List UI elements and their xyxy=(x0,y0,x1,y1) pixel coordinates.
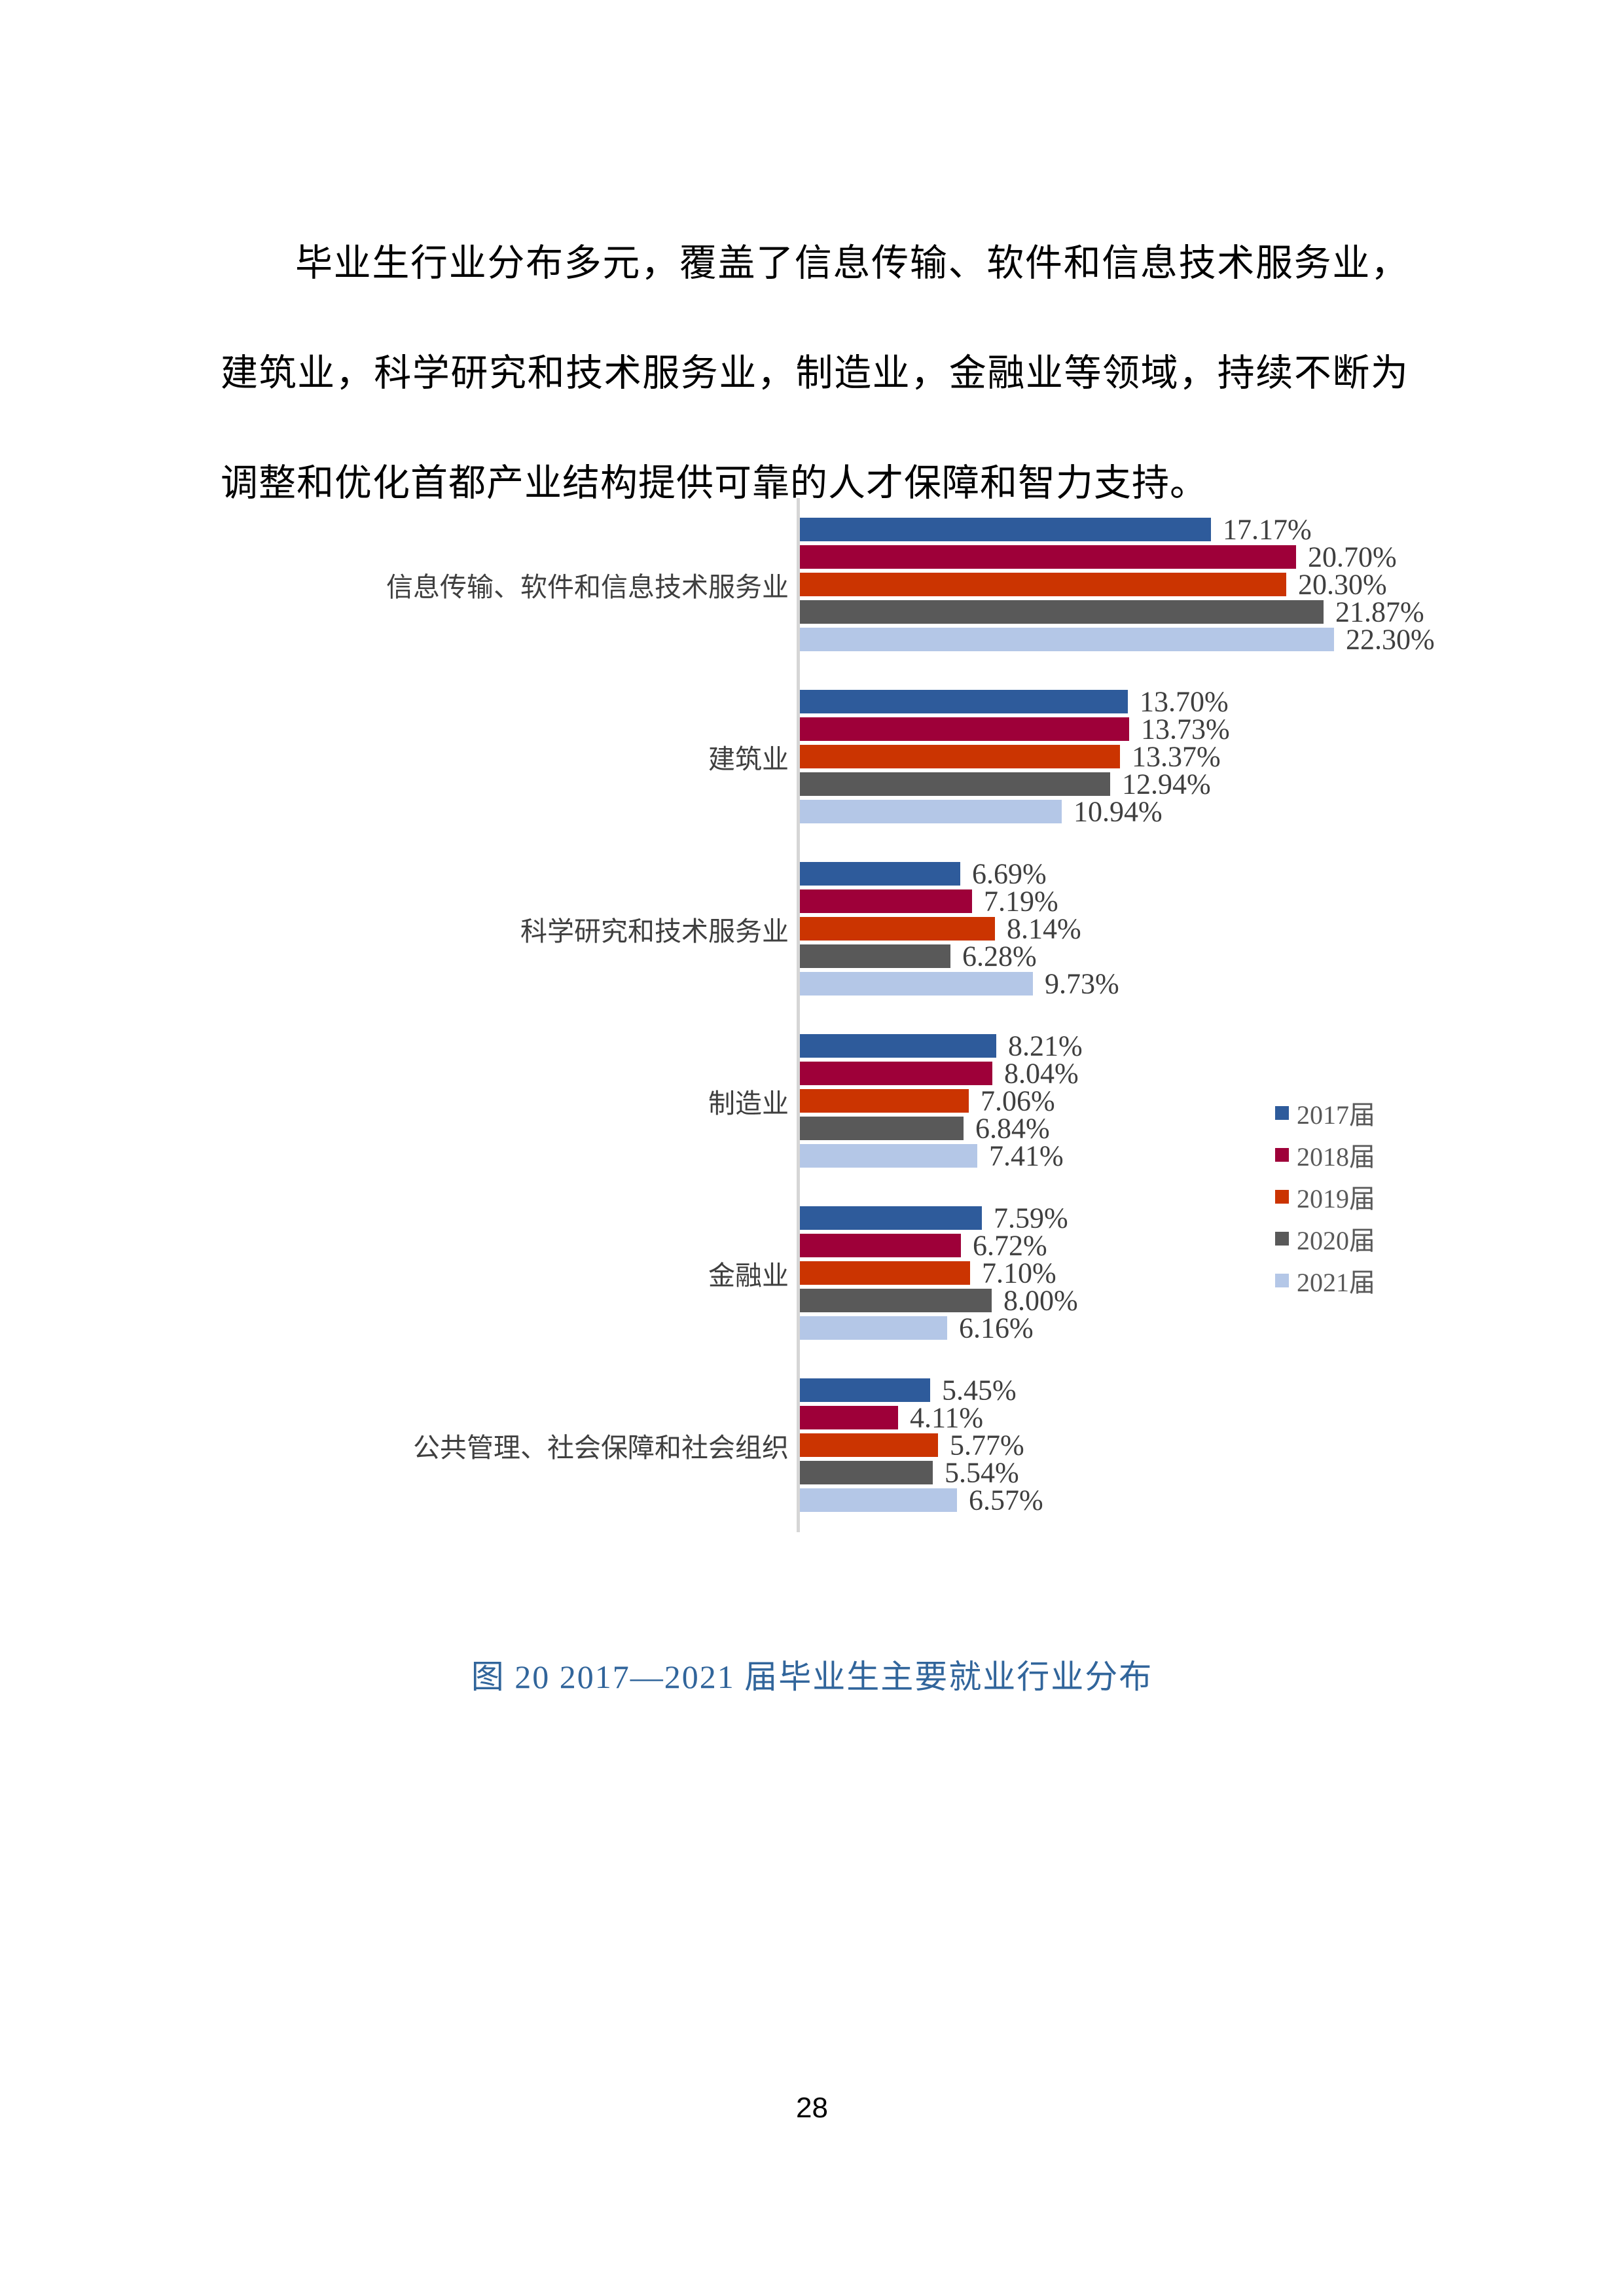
bar xyxy=(800,745,1120,768)
bar xyxy=(800,518,1211,541)
bar-value-label: 13.70% xyxy=(1140,685,1229,718)
bar-value-label: 20.30% xyxy=(1298,568,1387,601)
category-label: 建筑业 xyxy=(708,744,789,774)
legend-label: 2020届 xyxy=(1297,1226,1375,1255)
bar xyxy=(800,772,1110,796)
legend-item: 2019届 xyxy=(1275,1182,1375,1213)
bar xyxy=(800,628,1334,651)
bar-value-label: 5.45% xyxy=(942,1374,1017,1407)
legend-item: 2020届 xyxy=(1275,1224,1375,1255)
bar-value-label: 7.19% xyxy=(984,885,1058,918)
bar xyxy=(800,944,950,968)
bar-value-label: 8.00% xyxy=(1003,1284,1078,1317)
category-axis-line xyxy=(797,498,800,1532)
bar xyxy=(800,1261,970,1285)
category-label: 制造业 xyxy=(708,1088,789,1119)
legend-swatch xyxy=(1275,1105,1289,1120)
bar xyxy=(800,1089,969,1113)
category-label: 科学研究和技术服务业 xyxy=(520,916,789,946)
bar xyxy=(800,1461,933,1484)
bar-value-label: 22.30% xyxy=(1346,623,1435,656)
bar xyxy=(800,1144,977,1168)
bar xyxy=(800,1433,938,1457)
bar xyxy=(800,690,1128,713)
bar-value-label: 4.11% xyxy=(910,1401,984,1434)
bar xyxy=(800,800,1062,823)
body-paragraph: 毕业生行业分布多元，覆盖了信息传输、软件和信息技术服务业，建筑业，科学研究和技术… xyxy=(221,243,1409,504)
bar-value-label: 20.70% xyxy=(1308,541,1397,573)
bar-value-label: 8.04% xyxy=(1004,1057,1079,1090)
bar-value-label: 12.94% xyxy=(1122,768,1211,800)
bar-value-label: 7.10% xyxy=(982,1257,1056,1289)
legend-item: 2021届 xyxy=(1275,1266,1375,1297)
bar xyxy=(800,573,1286,596)
bar xyxy=(800,1488,957,1512)
bar xyxy=(800,717,1129,741)
bar xyxy=(800,889,972,913)
bar-value-label: 5.54% xyxy=(945,1456,1019,1489)
bar xyxy=(800,1206,982,1230)
figure-caption: 图 20 2017—2021 届毕业生主要就业行业分布 xyxy=(471,1659,1153,1695)
bar xyxy=(800,545,1296,569)
legend-swatch xyxy=(1275,1189,1289,1204)
bar xyxy=(800,1034,996,1058)
chart-legend: 2017届 2018届 2019届 2020届 2021届 xyxy=(1275,1098,1375,1308)
page-number: 28 xyxy=(796,2092,828,2124)
bar xyxy=(800,1062,992,1085)
bar-chart: 信息传输、软件和信息技术服务业 17.17% 20.70% 20.30% 21.87% 2… xyxy=(386,498,1435,1532)
bar xyxy=(800,600,1324,624)
bar-value-label: 8.21% xyxy=(1008,1030,1083,1062)
bar-value-label: 21.87% xyxy=(1335,596,1424,628)
bar-value-label: 13.73% xyxy=(1141,713,1230,745)
bar-value-label: 7.41% xyxy=(989,1139,1064,1172)
bar xyxy=(800,1406,898,1429)
bar-value-label: 17.17% xyxy=(1223,513,1312,546)
bar-value-label: 6.28% xyxy=(962,940,1037,973)
bar xyxy=(800,917,995,941)
legend-swatch xyxy=(1275,1147,1289,1162)
legend-item: 2017届 xyxy=(1275,1098,1375,1130)
bar-value-label: 6.69% xyxy=(972,857,1047,890)
bar-value-label: 6.57% xyxy=(969,1484,1043,1516)
bar xyxy=(800,1378,930,1402)
legend-label: 2019届 xyxy=(1297,1184,1375,1213)
bar xyxy=(800,972,1033,996)
bar-value-label: 6.84% xyxy=(975,1112,1050,1145)
bar-value-label: 6.16% xyxy=(959,1312,1034,1344)
bar xyxy=(800,862,960,886)
bar-value-label: 5.77% xyxy=(950,1429,1024,1462)
bar xyxy=(800,1117,964,1140)
bar xyxy=(800,1234,961,1257)
bar-value-label: 8.14% xyxy=(1007,912,1081,945)
legend-swatch xyxy=(1275,1273,1289,1287)
legend-swatch xyxy=(1275,1231,1289,1246)
bar-value-label: 7.06% xyxy=(981,1085,1055,1117)
bar xyxy=(800,1316,947,1340)
legend-item: 2018届 xyxy=(1275,1140,1375,1172)
category-label: 公共管理、社会保障和社会组织 xyxy=(413,1432,789,1463)
category-label: 金融业 xyxy=(708,1260,789,1291)
legend-label: 2017届 xyxy=(1297,1100,1375,1130)
bar-value-label: 9.73% xyxy=(1045,967,1119,1000)
legend-label: 2021届 xyxy=(1297,1268,1375,1297)
category-label: 信息传输、软件和信息技术服务业 xyxy=(386,571,789,602)
bar xyxy=(800,1289,992,1312)
bar-value-label: 6.72% xyxy=(973,1229,1047,1262)
bar-value-label: 13.37% xyxy=(1132,740,1221,773)
legend-label: 2018届 xyxy=(1297,1142,1375,1172)
bar-value-label: 7.59% xyxy=(994,1202,1068,1234)
bar-value-label: 10.94% xyxy=(1074,795,1163,828)
